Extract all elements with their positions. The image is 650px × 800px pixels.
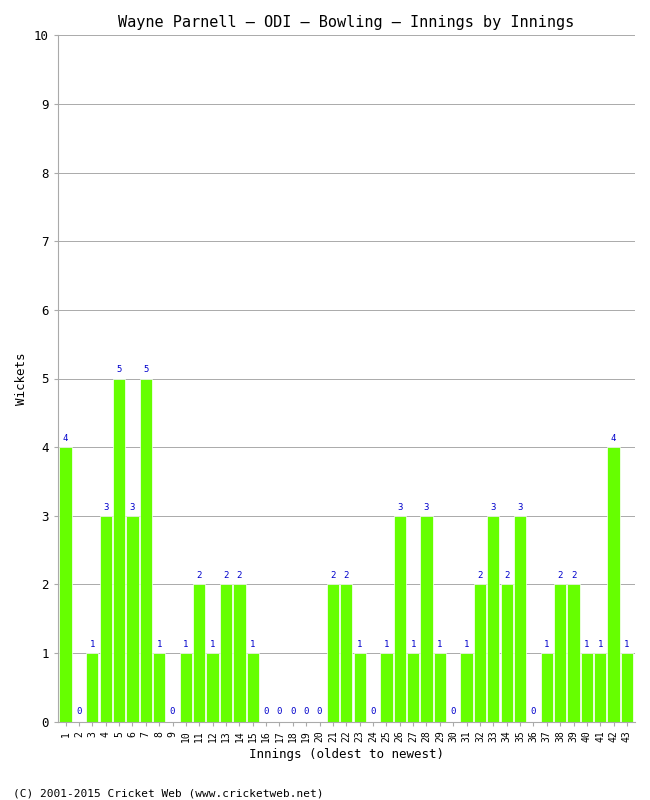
Bar bbox=[180, 653, 192, 722]
Bar bbox=[621, 653, 633, 722]
Bar bbox=[113, 378, 125, 722]
Text: 2: 2 bbox=[237, 571, 242, 580]
Text: 0: 0 bbox=[277, 707, 282, 716]
Text: 3: 3 bbox=[130, 502, 135, 512]
Text: (C) 2001-2015 Cricket Web (www.cricketweb.net): (C) 2001-2015 Cricket Web (www.cricketwe… bbox=[13, 788, 324, 798]
Y-axis label: Wickets: Wickets bbox=[15, 352, 28, 405]
X-axis label: Innings (oldest to newest): Innings (oldest to newest) bbox=[249, 748, 444, 761]
Bar bbox=[59, 447, 72, 722]
Text: 0: 0 bbox=[263, 707, 269, 716]
Bar bbox=[407, 653, 419, 722]
Bar bbox=[193, 584, 205, 722]
Bar bbox=[354, 653, 366, 722]
Text: 1: 1 bbox=[437, 640, 443, 649]
Text: 0: 0 bbox=[76, 707, 82, 716]
Bar bbox=[126, 516, 138, 722]
Bar bbox=[500, 584, 513, 722]
Text: 2: 2 bbox=[330, 571, 335, 580]
Bar bbox=[434, 653, 446, 722]
Text: 5: 5 bbox=[143, 366, 148, 374]
Text: 2: 2 bbox=[504, 571, 510, 580]
Text: 0: 0 bbox=[170, 707, 176, 716]
Text: 0: 0 bbox=[370, 707, 376, 716]
Text: 3: 3 bbox=[424, 502, 429, 512]
Text: 2: 2 bbox=[344, 571, 349, 580]
Text: 3: 3 bbox=[491, 502, 496, 512]
Bar bbox=[340, 584, 352, 722]
Bar bbox=[233, 584, 246, 722]
Title: Wayne Parnell – ODI – Bowling – Innings by Innings: Wayne Parnell – ODI – Bowling – Innings … bbox=[118, 15, 575, 30]
Text: 0: 0 bbox=[317, 707, 322, 716]
Bar bbox=[608, 447, 619, 722]
Text: 1: 1 bbox=[384, 640, 389, 649]
Bar bbox=[220, 584, 232, 722]
Bar bbox=[153, 653, 165, 722]
Text: 3: 3 bbox=[397, 502, 402, 512]
Bar bbox=[594, 653, 606, 722]
Bar bbox=[554, 584, 566, 722]
Text: 1: 1 bbox=[410, 640, 416, 649]
Bar bbox=[474, 584, 486, 722]
Bar bbox=[421, 516, 433, 722]
Text: 1: 1 bbox=[544, 640, 549, 649]
Bar bbox=[327, 584, 339, 722]
Text: 2: 2 bbox=[477, 571, 483, 580]
Text: 3: 3 bbox=[517, 502, 523, 512]
Bar bbox=[580, 653, 593, 722]
Text: 1: 1 bbox=[597, 640, 603, 649]
Text: 1: 1 bbox=[357, 640, 362, 649]
Text: 2: 2 bbox=[571, 571, 576, 580]
Bar bbox=[394, 516, 406, 722]
Text: 4: 4 bbox=[63, 434, 68, 443]
Text: 1: 1 bbox=[464, 640, 469, 649]
Bar bbox=[86, 653, 99, 722]
Bar bbox=[541, 653, 553, 722]
Text: 5: 5 bbox=[116, 366, 122, 374]
Bar bbox=[514, 516, 526, 722]
Bar bbox=[567, 584, 580, 722]
Text: 2: 2 bbox=[196, 571, 202, 580]
Bar bbox=[140, 378, 152, 722]
Text: 1: 1 bbox=[250, 640, 255, 649]
Text: 1: 1 bbox=[624, 640, 630, 649]
Text: 1: 1 bbox=[157, 640, 162, 649]
Text: 0: 0 bbox=[290, 707, 296, 716]
Bar bbox=[460, 653, 473, 722]
Text: 0: 0 bbox=[450, 707, 456, 716]
Text: 1: 1 bbox=[210, 640, 215, 649]
Text: 3: 3 bbox=[103, 502, 109, 512]
Bar bbox=[207, 653, 219, 722]
Text: 1: 1 bbox=[90, 640, 95, 649]
Text: 0: 0 bbox=[304, 707, 309, 716]
Bar bbox=[246, 653, 259, 722]
Text: 1: 1 bbox=[584, 640, 590, 649]
Text: 4: 4 bbox=[611, 434, 616, 443]
Text: 2: 2 bbox=[558, 571, 563, 580]
Bar bbox=[380, 653, 393, 722]
Text: 0: 0 bbox=[531, 707, 536, 716]
Text: 2: 2 bbox=[224, 571, 229, 580]
Bar bbox=[487, 516, 499, 722]
Bar bbox=[99, 516, 112, 722]
Text: 1: 1 bbox=[183, 640, 188, 649]
